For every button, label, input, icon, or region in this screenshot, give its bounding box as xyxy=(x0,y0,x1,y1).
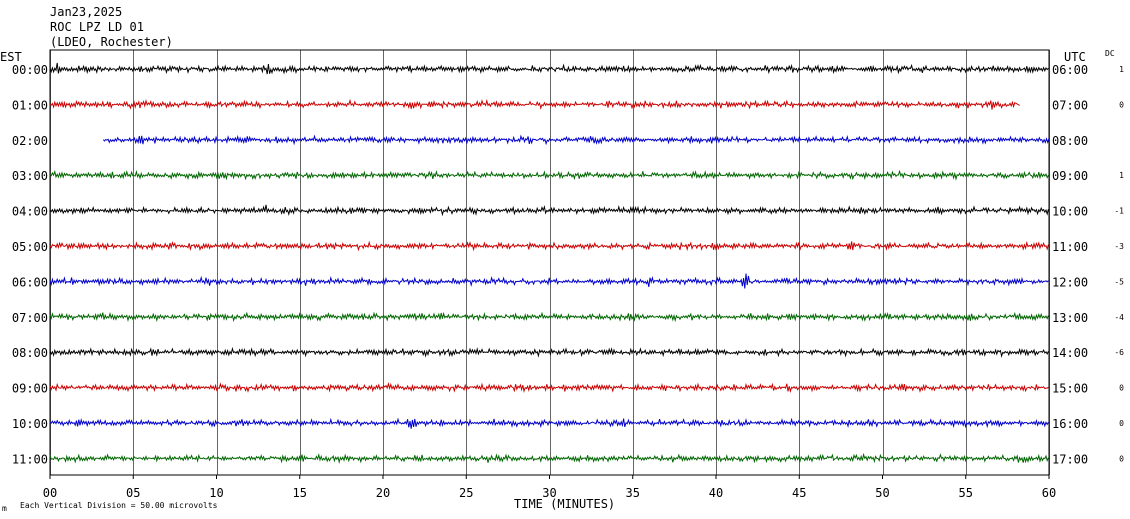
dc-offset-label: 0 xyxy=(1119,419,1124,428)
left-timezone-label: EST xyxy=(0,50,22,64)
left-hour-label: 02:00 xyxy=(12,134,48,148)
right-hour-label: 06:00 xyxy=(1052,63,1088,77)
x-tick-label: 10 xyxy=(209,486,223,500)
trace-line xyxy=(49,62,1049,75)
right-hour-label: 08:00 xyxy=(1052,134,1088,148)
left-hour-label: 08:00 xyxy=(12,346,48,360)
left-hour-label: 01:00 xyxy=(12,98,48,112)
x-tick-label: 00 xyxy=(43,486,57,500)
right-hour-label: 10:00 xyxy=(1052,205,1088,219)
x-tick-label: 25 xyxy=(459,486,473,500)
right-hour-labels: 06:00 07:00 08:00 09:00 10:00 11:00 12:00 13:00… xyxy=(1052,63,1088,466)
dc-column-header: DC xyxy=(1105,49,1115,58)
left-hour-label: 04:00 xyxy=(12,205,48,219)
trace-line xyxy=(49,98,1020,110)
dc-offset-labels: 1 0 1 -1 -3 -5 -4 -6 0 0 0 xyxy=(1114,65,1124,463)
scale-note: Each Vertical Division = 50.00 microvolt… xyxy=(20,501,218,510)
right-hour-label: 09:00 xyxy=(1052,169,1088,183)
left-hour-labels: 00:00 01:00 02:00 03:00 04:00 05:00 06:00 07:00… xyxy=(12,63,48,466)
x-axis-ticks: 00 05 10 15 20 25 30 35 40 45 50 55 60 xyxy=(43,475,1056,500)
left-hour-label: 09:00 xyxy=(12,382,48,396)
x-tick-label: 45 xyxy=(792,486,806,500)
trace-line xyxy=(49,346,1049,358)
trace-line xyxy=(49,382,1049,394)
x-tick-label: 40 xyxy=(709,486,723,500)
left-hour-label: 07:00 xyxy=(12,311,48,325)
right-hour-label: 07:00 xyxy=(1052,98,1088,112)
plot-frame xyxy=(49,49,1050,476)
right-hour-label: 16:00 xyxy=(1052,417,1088,431)
dc-offset-label: -3 xyxy=(1114,242,1124,251)
left-hour-label: 06:00 xyxy=(12,275,48,289)
network-name: (LDEO, Rochester) xyxy=(50,35,173,49)
dc-offset-label: 0 xyxy=(1119,100,1124,109)
left-hour-label: 05:00 xyxy=(12,240,48,254)
right-timezone-label: UTC xyxy=(1064,50,1086,64)
dc-offset-label: -6 xyxy=(1114,348,1124,357)
x-tick-label: 60 xyxy=(1042,486,1056,500)
dc-offset-label: -5 xyxy=(1114,277,1124,286)
trace-line xyxy=(49,417,1049,429)
x-tick-label: 35 xyxy=(626,486,640,500)
right-hour-label: 12:00 xyxy=(1052,275,1088,289)
right-hour-label: 11:00 xyxy=(1052,240,1088,254)
chart-date: Jan23,2025 xyxy=(50,5,122,19)
x-tick-label: 30 xyxy=(542,486,556,500)
trace-line xyxy=(102,134,1050,146)
dc-offset-label: 0 xyxy=(1119,384,1124,393)
trace-line xyxy=(49,240,1049,252)
trace-line xyxy=(49,169,1049,181)
dc-offset-label: 0 xyxy=(1119,454,1124,463)
right-hour-label: 17:00 xyxy=(1052,452,1088,466)
x-tick-label: 05 xyxy=(126,486,140,500)
right-hour-label: 14:00 xyxy=(1052,346,1088,360)
x-tick-label: 50 xyxy=(875,486,889,500)
trace-line xyxy=(49,204,1049,217)
dc-offset-label: 1 xyxy=(1119,171,1124,180)
trace-lines xyxy=(49,62,1050,464)
left-hour-label: 10:00 xyxy=(12,417,48,431)
dc-offset-label: 1 xyxy=(1119,65,1124,74)
left-hour-label: 00:00 xyxy=(12,63,48,77)
grid-lines xyxy=(50,50,1050,475)
right-hour-label: 15:00 xyxy=(1052,382,1088,396)
x-tick-label: 20 xyxy=(376,486,390,500)
dc-offset-label: -4 xyxy=(1114,313,1124,322)
x-tick-label: 55 xyxy=(959,486,973,500)
x-axis-title: TIME (MINUTES) xyxy=(514,497,615,511)
trace-line xyxy=(49,311,1049,323)
trace-line xyxy=(49,273,1049,289)
left-hour-label: 11:00 xyxy=(12,452,48,466)
dc-offset-label: -1 xyxy=(1114,207,1124,216)
trace-line xyxy=(49,452,1049,464)
station-code: ROC LPZ LD 01 xyxy=(50,20,144,34)
corner-mark: m xyxy=(2,504,7,513)
x-tick-label: 15 xyxy=(293,486,307,500)
left-hour-label: 03:00 xyxy=(12,169,48,183)
right-hour-label: 13:00 xyxy=(1052,311,1088,325)
